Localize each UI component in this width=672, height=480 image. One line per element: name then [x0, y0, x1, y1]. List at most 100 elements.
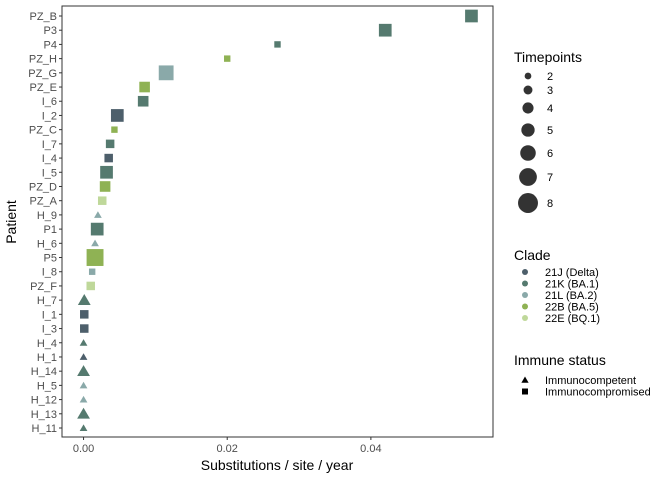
data-point	[91, 239, 99, 247]
y-tick-label: PZ_B	[29, 11, 57, 23]
y-tick-label: I_5	[42, 167, 57, 179]
legend-timepoints-symbol	[521, 123, 535, 137]
data-point	[97, 196, 107, 205]
y-tick-label: H_1	[37, 352, 57, 364]
data-point	[378, 23, 392, 37]
y-tick-label: PZ_A	[29, 196, 57, 208]
y-axis-label: Patient	[3, 200, 19, 244]
data-point	[79, 381, 88, 389]
legend-clade-symbol	[522, 269, 528, 275]
y-tick-label: I_1	[42, 309, 57, 321]
x-axis-label: Substitutions / site / year	[201, 457, 354, 473]
data-point	[100, 165, 113, 179]
y-tick-label: I_6	[42, 96, 57, 108]
legend-immune-title: Immune status	[514, 352, 606, 368]
legend-timepoints-label: 3	[547, 85, 553, 97]
legend-timepoints-label: 2	[547, 71, 553, 83]
x-tick-label: 0.00	[73, 443, 94, 455]
legend-timepoints-label: 5	[547, 125, 553, 137]
legend-clade: Clade 21J (Delta)21K (BA.1)21L (BA.2)22B…	[514, 247, 600, 325]
data-point	[79, 395, 88, 403]
data-point	[77, 294, 91, 306]
y-tick-label: P1	[44, 224, 57, 236]
legend-timepoints-symbol	[522, 102, 534, 114]
legend-clade-symbol	[522, 315, 528, 321]
legend-clade-label: 21L (BA.2)	[545, 290, 597, 302]
y-tick-label: PZ_C	[29, 125, 57, 137]
data-point	[79, 424, 88, 431]
data-point	[77, 407, 90, 419]
legend-timepoints-symbol	[518, 193, 538, 213]
y-tick-label: PZ_D	[29, 181, 57, 193]
y-tick-label: H_11	[32, 423, 57, 435]
y-tick-label: I_2	[42, 110, 57, 122]
y-tick-label: H_14	[31, 366, 57, 378]
y-tick-label: PZ_E	[29, 82, 57, 94]
data-point	[88, 268, 96, 275]
legend-timepoints-label: 4	[547, 103, 553, 115]
data-point	[224, 55, 231, 62]
data-point	[274, 41, 281, 48]
x-tick-label: 0.02	[217, 443, 238, 455]
y-tick-label: P5	[44, 253, 57, 265]
y-tick-label: I_3	[42, 324, 57, 336]
x-axis-ticks: 0.00 0.02 0.04	[73, 437, 382, 455]
legend-timepoints-symbol	[523, 85, 533, 95]
data-point	[80, 310, 89, 319]
data-point	[86, 281, 95, 291]
y-tick-label: H_9	[37, 210, 57, 222]
data-point	[86, 249, 104, 266]
legend-timepoints-label: 8	[547, 198, 553, 210]
legend-immune-label: Immunocompetent	[545, 375, 636, 387]
y-tick-label: H_12	[31, 395, 57, 407]
data-point	[139, 81, 150, 93]
y-tick-label: PZ_H	[29, 54, 57, 66]
y-tick-label: I_8	[42, 267, 57, 279]
y-tick-label: H_4	[37, 338, 57, 350]
data-marks	[77, 9, 478, 431]
data-point	[137, 95, 149, 107]
data-point	[110, 109, 124, 122]
y-tick-label: I_7	[42, 139, 57, 151]
y-tick-label: I_4	[42, 153, 57, 165]
legend-clade-symbol	[522, 280, 528, 287]
data-point	[105, 139, 115, 149]
legend-immune: Immune status ImmunocompetentImmunocompr…	[514, 352, 651, 399]
legend-timepoints-title: Timepoints	[514, 49, 582, 65]
data-point	[94, 211, 102, 218]
data-point	[158, 65, 174, 81]
y-tick-label: H_5	[37, 380, 57, 392]
legend-immune-symbol	[521, 376, 529, 383]
legend-immune-symbol	[522, 388, 528, 395]
plot-panel	[61, 5, 494, 438]
legend-immune-label: Immunocompromised	[545, 387, 651, 399]
y-tick-label: P3	[44, 25, 57, 37]
data-point	[80, 324, 89, 333]
legend-clade-title: Clade	[514, 247, 551, 263]
legend-clade-symbol	[522, 303, 528, 310]
y-tick-label: H_7	[37, 295, 57, 307]
legend-timepoints-symbol	[519, 168, 537, 186]
legend-timepoints-label: 6	[547, 148, 553, 160]
y-tick-label: H_13	[31, 409, 57, 421]
legend-clade-symbol	[522, 292, 528, 298]
y-tick-label: H_6	[37, 238, 57, 250]
legend-timepoints: Timepoints 2 3 4 5 6 7 8	[514, 49, 582, 213]
data-point	[465, 9, 478, 23]
legend-clade-label: 21K (BA.1)	[545, 279, 599, 291]
legend-timepoints-label: 7	[547, 172, 553, 184]
data-point	[79, 339, 88, 346]
legend-timepoints-symbol	[520, 145, 536, 161]
data-point	[79, 353, 88, 360]
data-point	[77, 365, 90, 377]
y-axis-ticks: PZ_B P3 P4 PZ_H PZ_G PZ_E I_6 I_2 PZ_C I_7 I_4 I_5 P…	[28, 11, 62, 435]
legend-clade-label: 21J (Delta)	[545, 267, 599, 279]
x-tick-label: 0.04	[360, 443, 381, 455]
data-point	[104, 153, 113, 163]
legend-timepoints-symbol	[524, 72, 532, 80]
data-point	[111, 126, 118, 133]
data-point	[99, 181, 111, 192]
legend-clade-label: 22B (BA.5)	[545, 302, 599, 314]
y-tick-label: P4	[44, 39, 57, 51]
